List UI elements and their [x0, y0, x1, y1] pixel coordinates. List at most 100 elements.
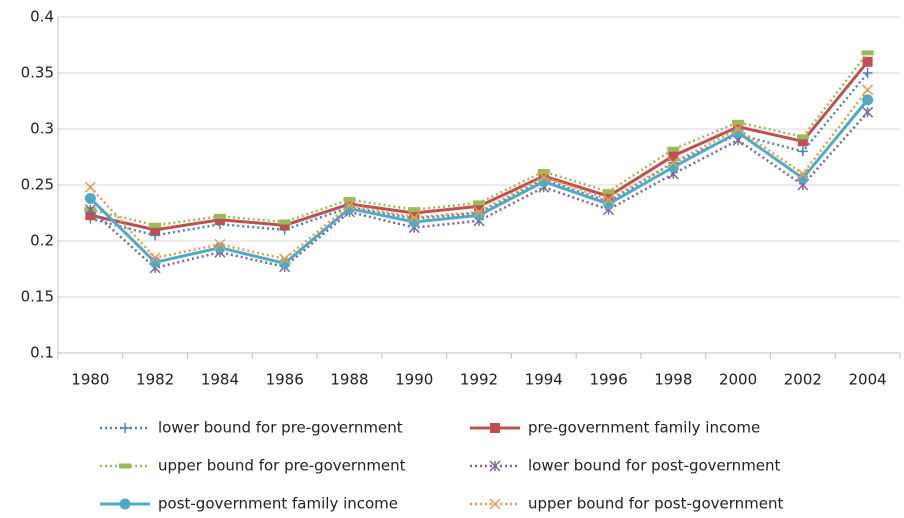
marker — [473, 206, 485, 218]
marker-stroke — [667, 157, 679, 169]
marker — [120, 423, 130, 433]
legend-label: lower bound for pre-government — [158, 419, 403, 437]
marker — [668, 150, 679, 161]
marker — [279, 220, 290, 231]
y-tick-label: 0.35 — [21, 64, 54, 82]
marker-shape — [862, 56, 873, 67]
marker — [84, 181, 96, 193]
marker — [149, 222, 162, 228]
marker-stroke — [538, 171, 550, 183]
marker — [796, 134, 809, 140]
marker-stroke — [862, 84, 874, 96]
x-tick-label: 2004 — [849, 371, 887, 389]
marker-stroke — [214, 238, 226, 250]
marker — [408, 207, 421, 213]
marker — [490, 423, 500, 433]
x-tick-label: 1980 — [71, 371, 109, 389]
marker — [213, 213, 226, 219]
legend-label: post-government family income — [158, 495, 398, 513]
x-tick-label: 2002 — [784, 371, 822, 389]
marker — [214, 242, 226, 254]
marker-shape — [408, 207, 421, 213]
marker — [214, 214, 225, 225]
marker — [84, 204, 96, 216]
marker — [667, 157, 679, 169]
marker-stroke — [343, 199, 355, 211]
marker-shape — [84, 192, 96, 204]
marker — [667, 146, 680, 152]
marker — [602, 189, 615, 195]
x-tick-label: 1994 — [525, 371, 563, 389]
marker-shape — [732, 119, 745, 125]
x-tick-label: 1982 — [136, 371, 174, 389]
marker-shape — [668, 150, 679, 161]
x-tick-label: 1990 — [395, 371, 433, 389]
marker — [150, 224, 161, 235]
marker-shape — [667, 146, 680, 152]
marker-shape — [279, 220, 290, 231]
marker-shape — [537, 169, 550, 175]
marker-shape — [733, 121, 744, 132]
marker — [538, 171, 550, 183]
marker — [862, 68, 873, 78]
marker-stroke — [149, 252, 161, 264]
legend-label: lower bound for post-government — [528, 457, 781, 475]
marker — [343, 199, 355, 211]
marker-shape — [214, 242, 226, 254]
marker-stroke — [732, 123, 744, 135]
marker — [279, 253, 291, 265]
marker — [489, 460, 501, 472]
marker — [489, 498, 501, 510]
marker-shape — [278, 219, 291, 225]
marker — [603, 194, 615, 206]
legend-label: upper bound for post-government — [528, 495, 783, 513]
marker-stroke — [279, 253, 291, 265]
marker — [797, 168, 809, 180]
marker-stroke — [473, 206, 485, 218]
x-tick-label: 2000 — [719, 371, 757, 389]
marker — [862, 94, 874, 106]
marker-stroke — [408, 211, 420, 224]
marker — [862, 56, 873, 67]
marker — [732, 123, 744, 135]
y-tick-label: 0.2 — [30, 232, 54, 250]
marker-shape — [797, 136, 808, 147]
marker — [119, 498, 131, 510]
marker — [149, 252, 161, 264]
marker-shape — [603, 191, 614, 202]
x-tick-label: 1992 — [460, 371, 498, 389]
x-tick-label: 1998 — [654, 371, 692, 389]
y-tick-label: 0.3 — [30, 120, 54, 138]
marker-shape — [602, 189, 615, 195]
legend-label: pre-government family income — [528, 419, 760, 437]
marker — [862, 106, 874, 118]
marker-shape — [409, 208, 420, 218]
marker-shape — [213, 213, 226, 219]
marker — [473, 200, 485, 206]
marker — [797, 136, 808, 147]
marker-stroke — [84, 181, 96, 193]
x-tick-label: 1996 — [589, 371, 627, 389]
y-tick-label: 0.4 — [30, 8, 54, 26]
series-line — [90, 52, 869, 227]
marker-shape — [490, 423, 500, 433]
marker — [408, 211, 420, 224]
marker — [862, 84, 874, 96]
marker — [797, 146, 808, 157]
marker — [861, 50, 874, 56]
marker — [409, 208, 420, 218]
marker-shape — [150, 224, 161, 235]
marker-shape — [214, 214, 225, 225]
marker — [474, 201, 484, 212]
marker-stroke — [797, 168, 809, 180]
series-line — [89, 89, 869, 261]
marker-shape — [861, 50, 874, 56]
marker — [278, 219, 291, 225]
y-tick-label: 0.25 — [21, 176, 54, 194]
marker — [537, 169, 550, 175]
x-tick-label: 1984 — [201, 371, 239, 389]
marker-shape — [85, 210, 96, 221]
marker — [732, 119, 745, 125]
y-tick-label: 0.15 — [21, 288, 54, 306]
